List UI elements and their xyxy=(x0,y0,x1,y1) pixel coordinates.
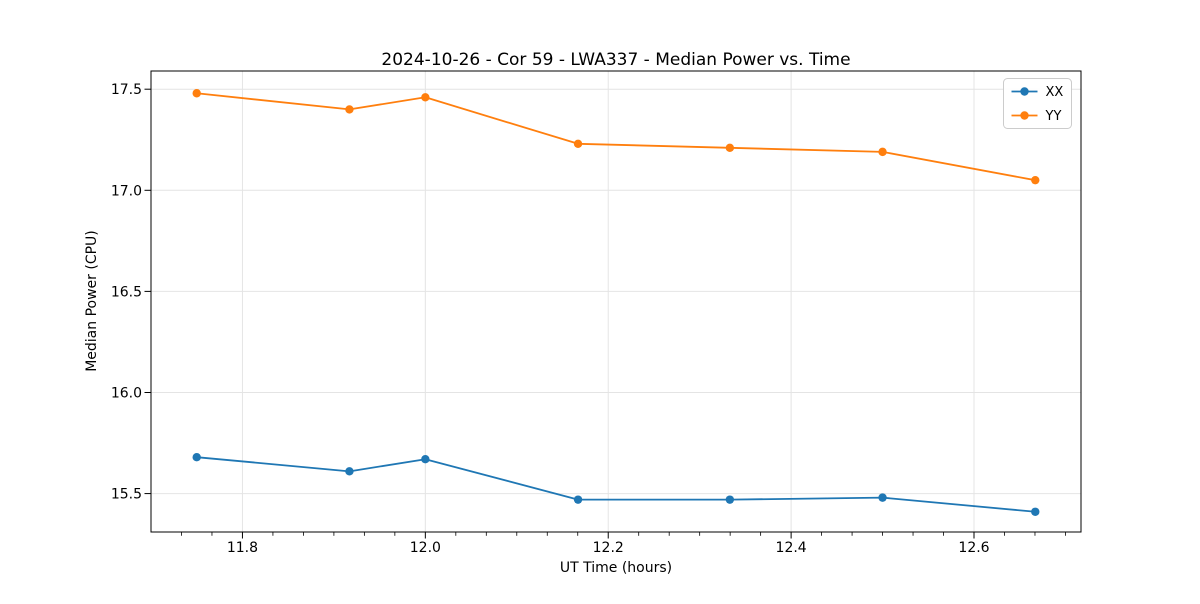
data-point-XX xyxy=(573,495,583,504)
series-XX xyxy=(192,452,1040,516)
data-point-YY xyxy=(1031,175,1040,185)
grid xyxy=(151,71,1081,532)
y-tick-label: 17.5 xyxy=(111,82,142,98)
data-point-YY xyxy=(725,143,735,153)
y-tick-label: 16.5 xyxy=(111,284,142,300)
data-point-YY xyxy=(345,105,354,114)
legend-marker-XX xyxy=(1020,87,1029,96)
data-point-XX xyxy=(878,493,887,502)
legend: XX YY xyxy=(1003,78,1072,129)
axes-spines xyxy=(150,70,1082,533)
legend-label-YY: YY xyxy=(1045,109,1062,124)
data-point-YY xyxy=(421,93,430,102)
y-axis-ticks: 15.5 16.0 16.5 17.0 17.5 xyxy=(111,82,151,503)
legend-label-XX: XX xyxy=(1046,85,1064,100)
x-tick-label: 12.6 xyxy=(958,540,989,556)
plot-area: 11.8 12.0 12.2 12.4 12.6 15.5 16.0 16.5 17.0 17.5… xyxy=(111,70,1082,556)
series-YY xyxy=(192,89,1040,185)
y-tick-label: 17.0 xyxy=(111,183,142,199)
y-tick-label: 16.0 xyxy=(111,385,142,401)
x-axis-label: UT Time (hours) xyxy=(560,560,672,576)
x-axis-ticks: 11.8 12.0 12.2 12.4 12.6 xyxy=(227,532,990,556)
series-line-XX xyxy=(196,456,1036,513)
data-point-YY xyxy=(878,147,887,157)
y-axis-label: Median Power (CPU) xyxy=(84,230,100,372)
data-point-XX xyxy=(192,452,201,462)
data-point-YY xyxy=(192,89,201,98)
data-point-XX xyxy=(1031,507,1040,516)
chart-title: 2024-10-26 - Cor 59 - LWA337 - Median Po… xyxy=(381,50,850,70)
data-point-YY xyxy=(573,139,583,148)
x-tick-label: 12.2 xyxy=(593,540,624,556)
legend-marker-YY xyxy=(1020,111,1029,120)
x-tick-label: 12.4 xyxy=(776,540,807,556)
data-point-XX xyxy=(421,455,430,464)
data-point-XX xyxy=(345,467,354,476)
y-tick-label: 15.5 xyxy=(111,487,142,503)
x-tick-label: 12.0 xyxy=(410,540,441,556)
series-line-YY xyxy=(196,92,1036,182)
data-point-XX xyxy=(725,495,735,504)
x-axis-minor-ticks xyxy=(181,532,1066,536)
x-tick-label: 11.8 xyxy=(227,540,258,556)
